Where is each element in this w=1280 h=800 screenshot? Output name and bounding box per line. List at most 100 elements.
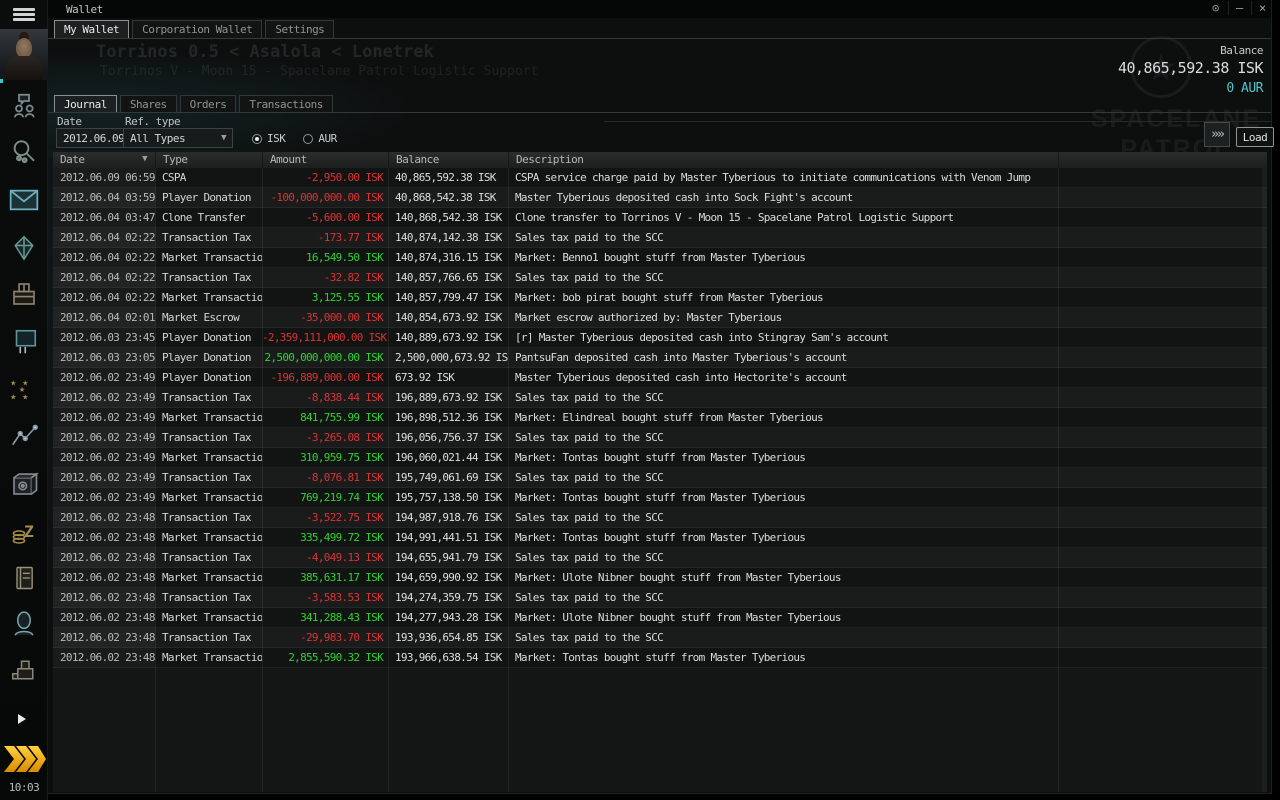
table-row[interactable]: 2012.06.04 02:22 Market Transaction 16,5… xyxy=(53,248,1267,268)
tab-my-wallet[interactable]: My Wallet xyxy=(54,20,130,38)
cell-description: Sales tax paid to the SCC xyxy=(515,591,664,604)
cell-amount: -35,000.00 ISK xyxy=(300,311,384,324)
tab-corporation-wallet[interactable]: Corporation Wallet xyxy=(132,20,263,38)
cell-date: 2012.06.02 23:48 xyxy=(53,548,155,568)
wallet-icon[interactable] xyxy=(0,462,48,506)
cell-balance: 196,056,756.37 ISK xyxy=(395,431,502,444)
portrait-body xyxy=(6,56,42,80)
cell-date: 2012.06.04 02:22 xyxy=(53,268,155,288)
close-icon[interactable]: × xyxy=(1251,1,1266,15)
cell-amount: -100,000,000.00 ISK xyxy=(270,191,383,204)
chevron-down-icon: ▼ xyxy=(221,133,226,143)
cell-amount: 841,755.99 ISK xyxy=(300,411,384,424)
items-hangar-icon[interactable] xyxy=(0,226,48,270)
cell-balance: 140,874,142.38 ISK xyxy=(395,231,502,244)
table-row[interactable]: 2012.06.02 23:49 Player Donation -196,88… xyxy=(53,368,1267,388)
people-and-places-icon[interactable] xyxy=(0,130,48,174)
cell-date: 2012.06.02 23:49 xyxy=(53,428,155,448)
wallet-window: Torrinos 0.5 < Asalola < Lonetrek Torrin… xyxy=(48,0,1274,794)
column-header-type[interactable]: Type xyxy=(155,152,262,168)
tab-journal[interactable]: Journal xyxy=(54,95,117,112)
table-row[interactable]: 2012.06.02 23:48 Transaction Tax -4,049.… xyxy=(53,548,1267,568)
pin-icon[interactable]: ⊙ xyxy=(1212,1,1220,15)
cell-description: Sales tax paid to the SCC xyxy=(515,511,664,524)
column-header-date[interactable]: Date ▼ xyxy=(60,153,147,166)
cell-amount: -2,950.00 ISK xyxy=(306,171,384,184)
more-options-button[interactable]: »» xyxy=(1204,122,1230,147)
cell-amount: 769,219.74 ISK xyxy=(300,491,384,504)
table-row[interactable]: 2012.06.02 23:48 Market Transaction 385,… xyxy=(53,568,1267,588)
table-row[interactable]: 2012.06.04 03:59 Player Donation -100,00… xyxy=(53,188,1267,208)
table-row[interactable]: 2012.06.02 23:48 Market Transaction 341,… xyxy=(53,608,1267,628)
cell-amount: 2,855,590.32 ISK xyxy=(288,651,383,664)
column-header-description[interactable]: Description xyxy=(508,152,1058,168)
ref-type-label: Ref. type xyxy=(125,115,181,128)
tab-shares[interactable]: Shares xyxy=(119,95,177,112)
table-row[interactable]: 2012.06.02 23:48 Transaction Tax -3,522.… xyxy=(53,508,1267,528)
cell-date: 2012.06.02 23:48 xyxy=(53,608,155,628)
cell-balance: 40,868,542.38 ISK xyxy=(395,191,496,204)
ref-type-value: All Types xyxy=(130,131,186,145)
table-row[interactable]: 2012.06.02 23:48 Market Transaction 335,… xyxy=(53,528,1267,548)
cell-type: Market Transaction xyxy=(162,571,262,584)
table-row[interactable]: 2012.06.02 23:49 Transaction Tax -8,076.… xyxy=(53,468,1267,488)
aur-radio[interactable]: AUR xyxy=(303,132,337,145)
cell-amount: 3,125.55 ISK xyxy=(311,291,384,304)
table-row[interactable]: 2012.06.09 06:59 CSPA -2,950.00 ISK 40,8… xyxy=(53,168,1267,188)
cell-type: Player Donation xyxy=(162,331,252,344)
menu-icon[interactable] xyxy=(0,0,48,28)
fitting-icon[interactable] xyxy=(0,320,48,364)
radio-dot xyxy=(303,133,314,144)
cell-type: Market Transaction xyxy=(162,291,262,304)
neocom-chevrons-icon[interactable] xyxy=(2,742,46,776)
tab-settings[interactable]: Settings xyxy=(265,20,335,38)
assets-icon[interactable]: Z xyxy=(0,510,48,554)
balance-aur: 0 AUR xyxy=(1226,81,1263,96)
industry-icon[interactable] xyxy=(0,648,48,692)
column-header-balance[interactable]: Balance xyxy=(388,152,508,168)
mail-icon[interactable] xyxy=(0,178,48,222)
character-customization-icon[interactable] xyxy=(0,602,48,646)
market-icon[interactable] xyxy=(0,272,48,316)
table-row[interactable]: 2012.06.02 23:48 Market Transaction 2,85… xyxy=(53,648,1267,668)
cell-date: 2012.06.04 02:22 xyxy=(53,288,155,308)
ref-type-dropdown[interactable]: All Types ▼ xyxy=(123,128,233,148)
chat-channels-icon[interactable] xyxy=(0,84,48,128)
table-row[interactable]: 2012.06.02 23:49 Transaction Tax -8,838.… xyxy=(53,388,1267,408)
cell-type: Transaction Tax xyxy=(162,591,252,604)
table-row[interactable]: 2012.06.04 02:22 Transaction Tax -173.77… xyxy=(53,228,1267,248)
journal-table: Date ▼ Type Amount Balance Description 20… xyxy=(53,152,1267,792)
charts-icon[interactable] xyxy=(0,414,48,458)
table-row[interactable]: 2012.06.03 23:45 Player Donation -2,359,… xyxy=(53,328,1267,348)
cell-balance: 194,277,943.28 ISK xyxy=(395,611,502,624)
table-row[interactable]: 2012.06.03 23:05 Player Donation 2,500,0… xyxy=(53,348,1267,368)
table-row[interactable]: 2012.06.04 02:22 Market Transaction 3,12… xyxy=(53,288,1267,308)
load-button[interactable]: Load xyxy=(1236,127,1274,147)
table-row[interactable]: 2012.06.04 03:47 Clone Transfer -5,600.0… xyxy=(53,208,1267,228)
table-row[interactable]: 2012.06.02 23:49 Market Transaction 841,… xyxy=(53,408,1267,428)
cell-type: Market Transaction xyxy=(162,651,262,664)
decorations-icon[interactable]: ★ ★ ★ ★ ★ xyxy=(0,366,48,410)
journal-icon[interactable] xyxy=(0,556,48,600)
table-row[interactable]: 2012.06.02 23:48 Transaction Tax -3,583.… xyxy=(53,588,1267,608)
window-titlebar[interactable]: Wallet ⊙ – × xyxy=(48,0,1271,18)
expand-arrow-icon[interactable] xyxy=(18,714,26,724)
scrollbar[interactable] xyxy=(1262,168,1267,792)
cell-type: Transaction Tax xyxy=(162,431,252,444)
table-row[interactable]: 2012.06.02 23:49 Market Transaction 310,… xyxy=(53,448,1267,468)
column-header-amount[interactable]: Amount xyxy=(262,152,388,168)
character-portrait[interactable] xyxy=(0,29,48,80)
cell-amount: -5,600.00 ISK xyxy=(306,211,384,224)
table-row[interactable]: 2012.06.04 02:22 Transaction Tax -32.82 … xyxy=(53,268,1267,288)
minimize-icon[interactable]: – xyxy=(1228,1,1243,15)
table-row[interactable]: 2012.06.02 23:48 Transaction Tax -29,983… xyxy=(53,628,1267,648)
table-row[interactable]: 2012.06.04 02:01 Market Escrow -35,000.0… xyxy=(53,308,1267,328)
table-row[interactable]: 2012.06.02 23:49 Transaction Tax -3,265.… xyxy=(53,428,1267,448)
cell-type: Market Transaction xyxy=(162,251,262,264)
table-row[interactable]: 2012.06.02 23:49 Market Transaction 769,… xyxy=(53,488,1267,508)
cell-type: Transaction Tax xyxy=(162,631,252,644)
cell-description: CSPA service charge paid by Master Tyber… xyxy=(515,171,1031,184)
tab-orders[interactable]: Orders xyxy=(179,95,237,112)
isk-radio[interactable]: ISK xyxy=(252,132,286,145)
tab-transactions[interactable]: Transactions xyxy=(239,95,333,112)
